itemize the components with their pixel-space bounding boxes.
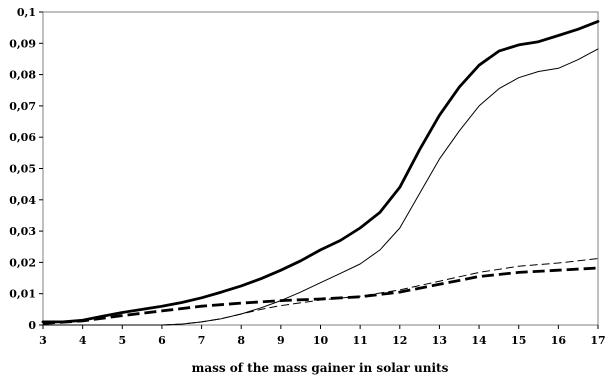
series-line-3-dashed-thick (42, 266, 599, 325)
plot-area (42, 11, 599, 326)
y-tick-label: 0,1 (17, 6, 36, 19)
x-tick-label: 14 (471, 334, 487, 347)
y-tick-label: 0,08 (9, 69, 36, 82)
x-axis-title: mass of the mass gainer in solar units (192, 361, 449, 375)
y-axis-ticks: 0 0,01 0,02 0,03 0,04 0,05 0,06 0,07 0,08 0,09 0,1 (9, 6, 43, 332)
y-tick-label: 0,09 (9, 37, 36, 50)
y-tick-label: 0 (28, 319, 36, 332)
series-layer (41, 19, 600, 326)
x-tick-label: 3 (39, 334, 47, 347)
x-tick-label: 11 (352, 334, 367, 347)
y-tick-label: 0,07 (9, 100, 36, 113)
x-tick-label: 6 (158, 334, 166, 347)
y-tick-label: 0,01 (9, 288, 36, 301)
series-line-1-solid-thick (41, 19, 600, 324)
x-tick-label: 15 (511, 334, 526, 347)
x-tick-label: 17 (590, 334, 605, 347)
y-tick-label: 0,02 (9, 256, 36, 269)
y-tick-label: 0,05 (9, 163, 36, 176)
x-tick-label: 4 (79, 334, 87, 347)
x-tick-label: 10 (313, 334, 329, 347)
y-tick-label: 0,03 (9, 225, 36, 238)
series-line-2-solid-thin (42, 48, 599, 326)
x-tick-label: 5 (118, 334, 126, 347)
x-tick-label: 12 (392, 334, 407, 347)
x-tick-label: 16 (551, 334, 567, 347)
y-tick-label: 0,04 (9, 194, 36, 207)
x-tick-label: 13 (432, 334, 447, 347)
x-tick-label: 7 (198, 334, 206, 347)
x-tick-label: 9 (277, 334, 285, 347)
series-line-4-dashed-thin (43, 258, 599, 326)
x-axis-ticks: 3 4 5 6 7 8 9 10 11 12 13 14 15 16 17 (39, 325, 606, 347)
x-tick-label: 8 (237, 334, 245, 347)
y-tick-label: 0,06 (9, 131, 36, 144)
